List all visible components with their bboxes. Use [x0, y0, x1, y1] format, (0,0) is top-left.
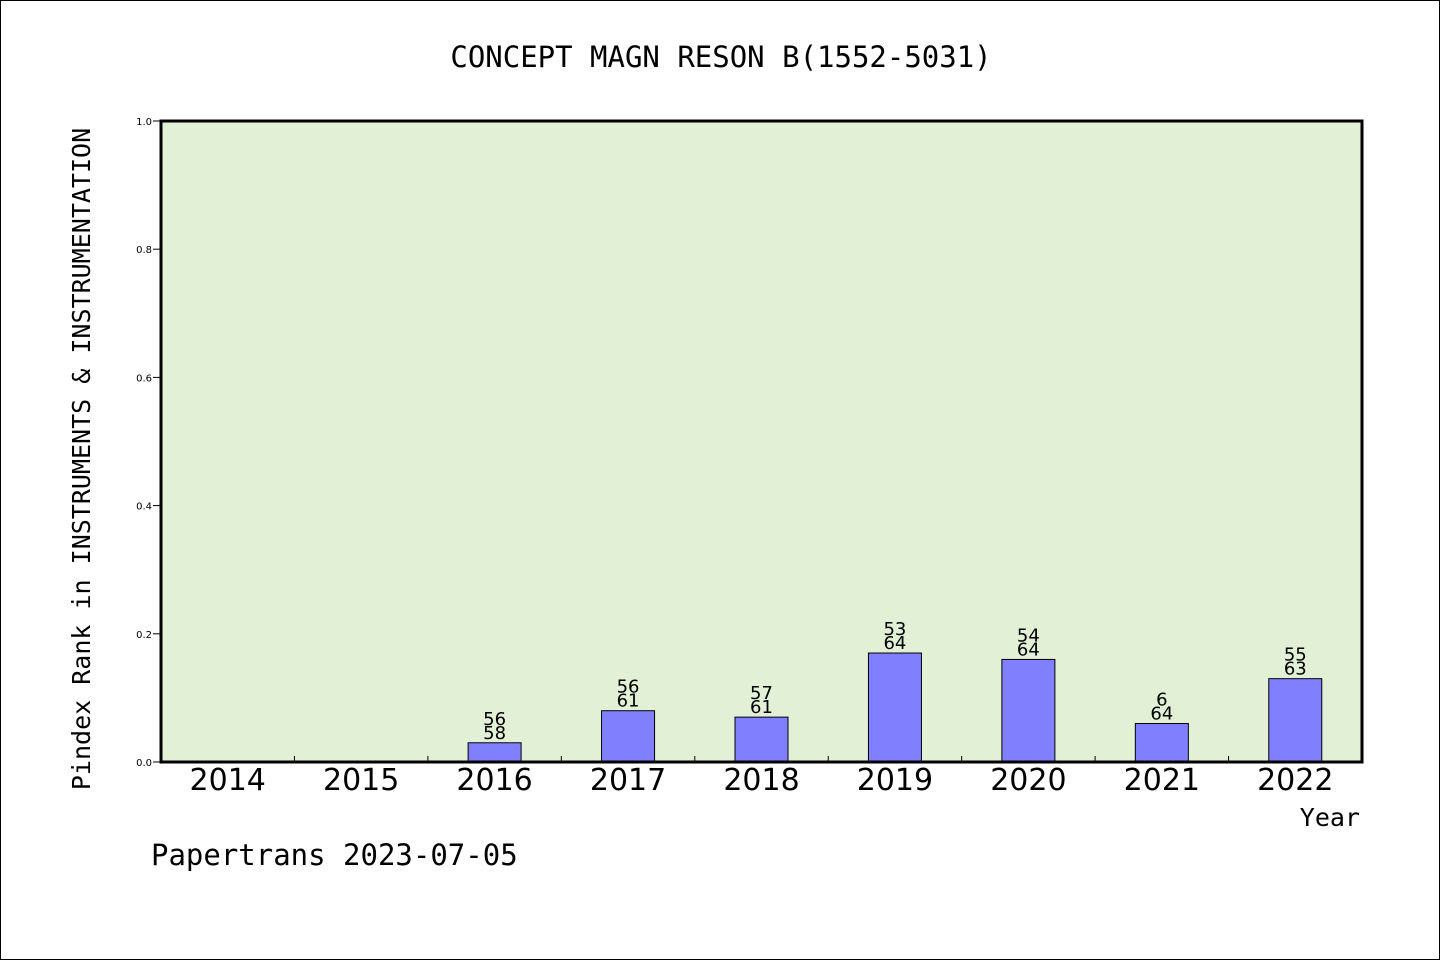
- bar: [1001, 658, 1056, 763]
- footer-credit: Papertrans 2023-07-05: [151, 838, 518, 872]
- x-tick-label: 2017: [590, 763, 666, 798]
- x-axis-ticks: 2014 2015 2016 2017 2018 2019 2020 2021 2022: [190, 756, 1333, 798]
- bars: [467, 652, 1323, 763]
- x-tick-label: 2015: [323, 763, 399, 798]
- x-tick-label: 2016: [456, 763, 532, 798]
- y-axis-label: Pindex Rank in INSTRUMENTS & INSTRUMENTA…: [67, 128, 96, 790]
- x-tick-label: 2014: [190, 763, 266, 798]
- bar-total-label: 61: [617, 691, 640, 712]
- y-axis-ticks: 0.0 0.2 0.4 0.6 0.8 1.0: [136, 117, 161, 769]
- bar-rank-label: 56: [617, 677, 640, 698]
- bar: [1268, 678, 1323, 763]
- bar-total-label: 64: [1017, 639, 1040, 660]
- bar: [867, 652, 922, 763]
- x-tick-label: 2022: [1257, 763, 1333, 798]
- bar-total-label: 64: [883, 633, 906, 654]
- x-axis-label: Year: [1300, 803, 1360, 832]
- plot-area: [161, 121, 1362, 762]
- bar-total-label: 63: [1284, 659, 1307, 680]
- bar-total-label: 64: [1150, 704, 1173, 725]
- bar-rank-label: 53: [883, 619, 906, 640]
- bar-total-label: 61: [750, 697, 773, 718]
- bar: [1134, 723, 1189, 763]
- x-tick-label: 2019: [857, 763, 933, 798]
- plot-frame: [159, 119, 1364, 764]
- y-tick-label: 0.8: [136, 245, 152, 256]
- bar-rank-label: 56: [483, 709, 506, 730]
- bar: [734, 716, 789, 763]
- chart-title: CONCEPT MAGN RESON B(1552-5031): [450, 40, 991, 74]
- x-tick-label: 2021: [1124, 763, 1200, 798]
- bar-rank-label: 6: [1156, 690, 1167, 711]
- y-tick-label: 0.6: [136, 373, 152, 384]
- bar: [467, 742, 522, 763]
- y-tick-label: 0.4: [136, 502, 152, 513]
- x-tick-label: 2018: [723, 763, 799, 798]
- bar-rank-label: 57: [750, 683, 773, 704]
- y-tick-label: 0.2: [136, 630, 152, 641]
- bar-rank-label: 55: [1284, 645, 1307, 666]
- bar-total-label: 58: [483, 723, 506, 744]
- y-tick-label: 0.0: [136, 758, 152, 769]
- bar-rank-label: 54: [1017, 625, 1040, 646]
- bar: [601, 710, 656, 763]
- x-tick-label: 2020: [990, 763, 1066, 798]
- y-tick-label: 1.0: [136, 117, 152, 128]
